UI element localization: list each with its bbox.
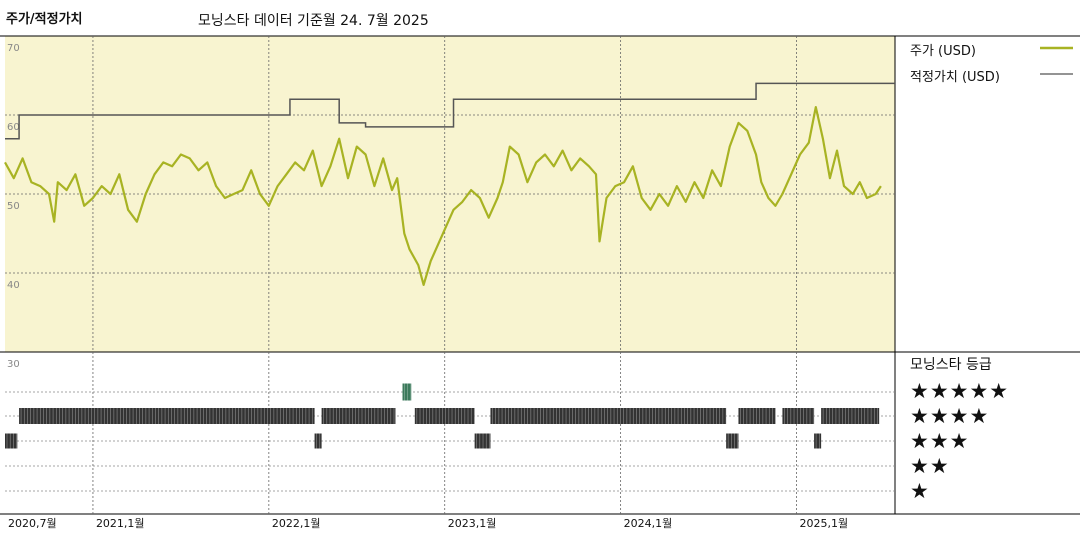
rating-bar-4-star: [821, 408, 880, 424]
x-tick-label: 2023,1월: [448, 517, 497, 530]
legend-price-label: 주가 (USD): [910, 44, 976, 59]
chart-section-title: 주가/적정가치: [6, 12, 83, 27]
rating-bar-4-star: [19, 408, 315, 424]
rating-bar-4-star: [490, 408, 727, 424]
y-tick-labels: 70 60 50 40 30: [7, 43, 20, 370]
rating-bar-4-star: [321, 408, 396, 424]
rating-row-4-stars: ★★★★: [910, 404, 990, 428]
rating-panel-title: 모닝스타 등급: [910, 357, 992, 373]
rating-bar-3-star: [5, 433, 18, 449]
rating-bar-3-star: [474, 433, 491, 449]
rating-bar-3-star: [314, 433, 322, 449]
y-tick-label: 30: [7, 359, 20, 370]
y-tick-label: 40: [7, 280, 20, 291]
rating-bars: [5, 383, 880, 449]
chart-series: [4, 82, 895, 286]
rating-row-1-star: ★: [910, 479, 930, 503]
rating-row-2-stars: ★★: [910, 454, 950, 478]
rating-bar-3-star: [814, 433, 822, 449]
rating-bar-4-star: [738, 408, 776, 424]
x-tick-label: 2021,1월: [96, 517, 145, 530]
x-tick-label: 2024,1월: [624, 517, 673, 530]
rating-row-5-stars: ★★★★★: [910, 379, 1010, 403]
y-tick-label: 50: [7, 201, 20, 212]
rating-row-3-stars: ★★★: [910, 429, 970, 453]
y-tick-label: 60: [7, 122, 20, 133]
x-tick-label: 2020,7월: [8, 517, 57, 530]
rating-bar-4-star: [782, 408, 815, 424]
legend-swatches: [1040, 46, 1073, 75]
x-tick-label: 2022,1월: [272, 517, 321, 530]
data-date-title: 모닝스타 데이터 기준월 24. 7월 2025: [198, 13, 429, 29]
fair-value-line: [5, 82, 895, 140]
x-tick-label: 2025,1월: [800, 517, 849, 530]
price-line: [4, 106, 882, 286]
chart-grid: [5, 36, 895, 514]
legend-fair-value-label: 적정가치 (USD): [910, 70, 1000, 85]
y-tick-label: 70: [7, 43, 20, 54]
rating-bar-3-star: [726, 433, 739, 449]
rating-bar-5-star: [402, 383, 412, 401]
x-tick-labels: 2020,7월 2021,1월 2022,1월 2023,1월 2024,1월 2025,…: [8, 517, 848, 530]
rating-bar-4-star: [414, 408, 475, 424]
